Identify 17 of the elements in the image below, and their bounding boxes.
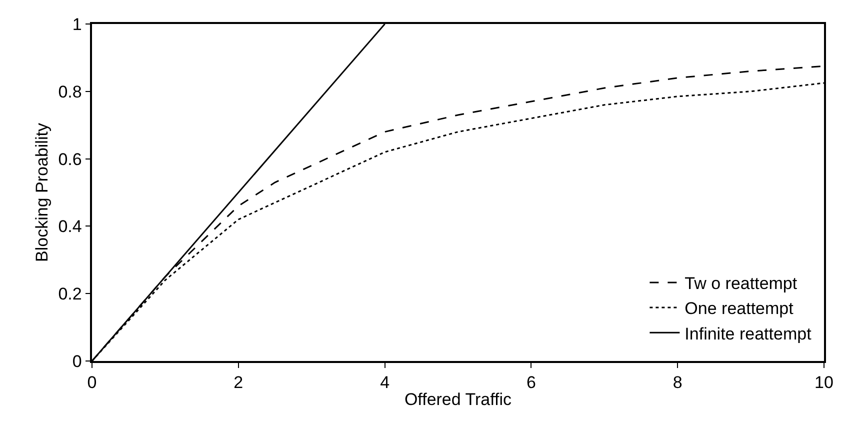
y-tick-label: 0 [72,352,82,371]
x-tick-label: 0 [87,373,97,392]
x-tick-label: 4 [380,373,390,392]
y-tick-label: 0.2 [58,284,82,304]
x-tick-label: 10 [814,373,834,392]
legend-label: One reattempt [684,299,794,318]
legend-label: Infinite reattempt [684,324,812,344]
y-tick-label: 0.8 [58,82,82,102]
y-tick-label: 0.4 [58,217,82,236]
y-tick-label: 1 [72,14,82,34]
y-tick-label: 0.6 [58,150,82,169]
x-tick-label: 6 [526,373,536,392]
legend-label: Tw o reattempt [684,274,798,294]
x-axis-title: Offered Traffic [404,390,512,410]
x-tick-label: 8 [672,373,682,392]
y-axis-title: Blocking Proability [32,122,52,262]
x-tick-label: 2 [234,373,244,392]
